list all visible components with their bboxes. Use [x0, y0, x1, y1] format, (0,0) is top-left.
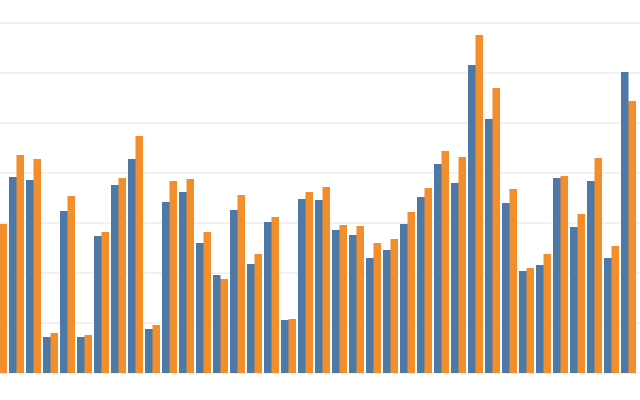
- bar: [196, 243, 204, 373]
- bar: [604, 258, 612, 373]
- bar: [356, 226, 364, 373]
- bar: [570, 227, 578, 373]
- bar: [434, 164, 442, 373]
- bar: [451, 183, 459, 373]
- bar: [213, 275, 221, 373]
- bar: [43, 337, 51, 373]
- bar: [441, 151, 449, 373]
- bar: [203, 232, 211, 373]
- bar: [577, 214, 585, 373]
- bar: [560, 176, 568, 373]
- bar: [628, 101, 636, 373]
- bar: [458, 157, 466, 373]
- bar: [492, 88, 500, 373]
- bar: [152, 325, 160, 373]
- bar: [305, 192, 313, 373]
- bar: [281, 320, 289, 373]
- bar: [264, 222, 272, 373]
- bar: [424, 188, 432, 373]
- bar: [536, 265, 544, 373]
- bar: [553, 178, 561, 373]
- bar: [322, 187, 330, 373]
- bar: [288, 319, 296, 373]
- bar: [502, 203, 510, 373]
- bar: [298, 199, 306, 373]
- bar: [417, 197, 425, 373]
- bar: [179, 192, 187, 373]
- bar: [128, 159, 136, 373]
- bar: [101, 232, 109, 373]
- bar: [332, 230, 340, 373]
- bar: [390, 239, 398, 373]
- bar: [339, 225, 347, 373]
- bar: [383, 250, 391, 373]
- bar: [237, 195, 245, 373]
- bar: [254, 254, 262, 373]
- bar: [587, 181, 595, 373]
- bar: [407, 212, 415, 373]
- bar: [315, 200, 323, 373]
- bar: [621, 72, 629, 373]
- bar: [349, 235, 357, 373]
- bar: [118, 178, 126, 373]
- bar: [611, 246, 619, 373]
- bar: [271, 217, 279, 373]
- bar: [366, 258, 374, 373]
- bar: [67, 196, 75, 373]
- bar: [509, 189, 517, 373]
- bar: [594, 158, 602, 373]
- bar: [247, 264, 255, 373]
- bar: [230, 210, 238, 373]
- bar: [84, 335, 92, 373]
- bar: [26, 180, 34, 373]
- bar: [60, 211, 68, 373]
- bar: [50, 333, 58, 373]
- bar: [186, 179, 194, 373]
- bar: [475, 35, 483, 373]
- bar: [468, 65, 476, 373]
- bar: [94, 236, 102, 373]
- bar: [16, 155, 24, 373]
- bar: [33, 159, 41, 373]
- bar: [373, 243, 381, 373]
- bar: [9, 177, 17, 373]
- bar: [77, 337, 85, 373]
- bar: [543, 254, 551, 373]
- bar: [145, 329, 153, 373]
- bar: [169, 181, 177, 373]
- bar: [0, 224, 7, 373]
- bar: [220, 279, 228, 373]
- bar: [519, 271, 527, 373]
- bar: [400, 224, 408, 373]
- bar: [111, 185, 119, 373]
- bar: [485, 119, 493, 373]
- bar: [135, 136, 143, 373]
- bar: [162, 202, 170, 373]
- bar: [526, 268, 534, 373]
